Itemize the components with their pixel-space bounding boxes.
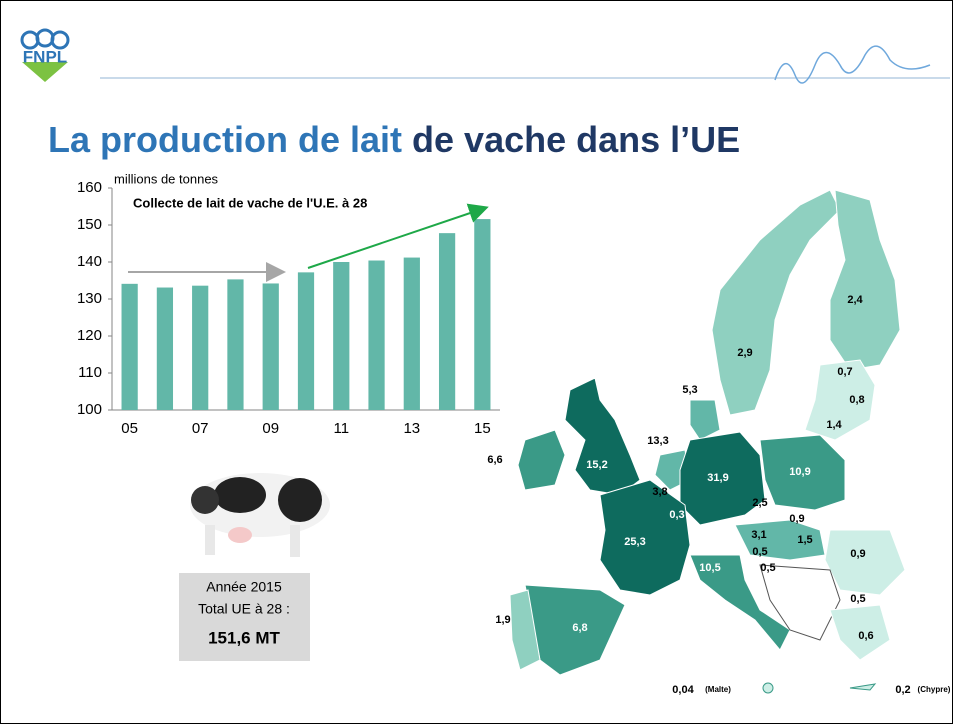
bar-chart: 100 110 120 130 140 150 160 05 07 09 11 13 15: [77, 179, 500, 437]
map-value-label: 1,9: [495, 614, 510, 626]
x-tick-label: 11: [333, 420, 349, 437]
bar: [227, 279, 244, 410]
map-value-label: 13,3: [647, 435, 668, 447]
cow-spot: [191, 486, 219, 514]
logo-text: FNPL: [23, 47, 67, 66]
map-value-label: 0,04: [672, 684, 694, 696]
x-tick-label: 13: [403, 420, 420, 437]
x-tick-label: 05: [121, 420, 138, 437]
map-value-label: 0,9: [789, 513, 804, 525]
bar: [262, 283, 279, 410]
bar: [438, 233, 456, 410]
title-part: La production de lait: [48, 119, 402, 160]
map-value-label: 25,3: [624, 536, 645, 548]
map-value-label: 3,8: [652, 486, 667, 498]
cow-leg: [290, 525, 300, 557]
map-value-label: 0,2: [895, 684, 910, 696]
map-balkans: [759, 564, 841, 641]
y-tick-label: 100: [77, 401, 102, 418]
map-value-label: 0,5: [850, 593, 865, 605]
map-cyprus: [849, 683, 877, 691]
bar: [121, 283, 138, 410]
map-labels: 2,4 2,9 0,7 0,8 1,4 5,3 13,3 6,6 15,2 31,9 10,9 3,8…: [487, 294, 950, 696]
y-tick-label: 120: [77, 327, 102, 344]
map-germany: [679, 431, 766, 526]
y-tick-label: 150: [77, 216, 102, 233]
map-value-label: 0,6: [858, 630, 873, 642]
cow-spot: [278, 478, 322, 522]
bar: [403, 257, 420, 410]
bar: [368, 260, 385, 410]
map-ireland: [517, 429, 566, 491]
map-value-label: 0,9: [850, 548, 865, 560]
slide-title: La production de lait de vache dans l’UE: [48, 119, 740, 160]
map-value-label: 0,5: [760, 562, 775, 574]
cow-image: [190, 473, 330, 557]
summary-text: Total UE à 28 :: [198, 601, 290, 617]
map-value-label: 3,1: [751, 529, 766, 541]
map-value-label: 31,9: [707, 472, 728, 484]
title-part: de vache dans l’UE: [412, 119, 740, 160]
map-value-label: 2,4: [847, 294, 863, 306]
map-italy: [689, 554, 791, 651]
map-value-label: 5,3: [682, 384, 697, 396]
map-value-label: 10,9: [789, 466, 810, 478]
logo-shape: [22, 62, 68, 82]
y-tick-label: 130: [77, 290, 102, 307]
map-value-label: (Chypre): [918, 685, 951, 694]
map-value-label: 1,5: [797, 534, 812, 546]
map-greece: [829, 604, 891, 661]
map-france: [599, 479, 691, 596]
map-value-label: 15,2: [586, 459, 607, 471]
cow-spot: [214, 477, 266, 513]
map-sweden: [711, 189, 841, 416]
map-value-label: 10,5: [699, 562, 720, 574]
map-central: [734, 519, 826, 561]
map-value-label: 2,5: [752, 497, 767, 509]
chart-subtitle: millions de tonnes: [114, 171, 219, 186]
map-value-label: 6,8: [572, 622, 587, 634]
y-tick-label: 110: [78, 364, 102, 381]
map-baltics: [804, 359, 876, 441]
bar: [474, 219, 491, 410]
map-value-label: 0,3: [669, 509, 684, 521]
y-tick-label: 140: [77, 253, 102, 270]
bar: [156, 287, 174, 410]
bar: [297, 272, 315, 410]
header-decoration: [774, 45, 931, 84]
map-poland: [759, 434, 846, 511]
cow-leg: [205, 525, 215, 555]
summary-box: [179, 573, 310, 661]
trend-arrow: [307, 203, 489, 269]
map-value-label: 1,4: [826, 419, 842, 431]
bar: [333, 262, 350, 410]
x-tick-label: 15: [474, 420, 491, 437]
chart-title: Collecte de lait de vache de l'U.E. à 28: [133, 195, 367, 210]
logo-shape: [50, 30, 70, 50]
x-tick-label: 07: [192, 420, 209, 437]
eu-map: [509, 189, 906, 694]
map-value-label: 0,8: [849, 394, 864, 406]
y-tick-label: 160: [77, 179, 102, 196]
map-value-label: 0,5: [752, 546, 767, 558]
map-denmark: [689, 399, 721, 441]
map-portugal: [509, 589, 541, 671]
summary-total: 151,6 MT: [208, 628, 280, 647]
bar: [192, 285, 209, 410]
cow-udder: [228, 527, 252, 543]
map-value-label: (Malte): [705, 685, 731, 694]
map-malta: [762, 682, 774, 694]
logo: FNPL: [20, 28, 70, 82]
map-value-label: 6,6: [487, 454, 502, 466]
map-romania: [824, 529, 906, 596]
map-value-label: 0,7: [837, 366, 852, 378]
summary-text: Année 2015: [206, 579, 282, 595]
map-value-label: 2,9: [737, 347, 752, 359]
x-tick-label: 09: [262, 420, 279, 437]
